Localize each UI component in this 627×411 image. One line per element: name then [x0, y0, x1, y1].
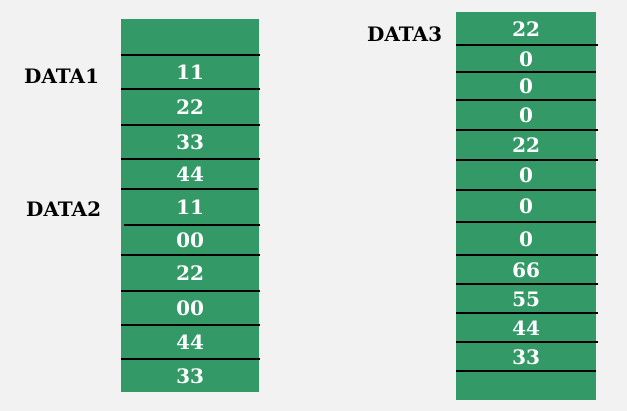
cell-divider: [456, 44, 598, 46]
memory-cell: 22: [512, 133, 540, 157]
memory-cell: 33: [176, 363, 204, 388]
cell-divider: [456, 283, 598, 285]
memory-cell: 22: [176, 95, 204, 119]
memory-cell: 0: [519, 103, 533, 127]
memory-cell: 22: [512, 16, 540, 41]
label-data2: DATA2: [26, 197, 101, 221]
cell-divider: [121, 290, 260, 292]
memory-cell: 0: [519, 46, 533, 71]
memory-cell: 00: [176, 228, 204, 252]
memory-cell: 33: [176, 130, 204, 154]
memory-cell: 0: [519, 163, 533, 187]
memory-column-left: 11 22 33 44 11 00 22 00 44 33: [121, 19, 260, 392]
cell-divider: [124, 224, 260, 226]
cell-divider: [456, 99, 596, 101]
cell-divider: [121, 254, 260, 256]
cell-divider: [456, 71, 596, 73]
memory-cell: 0: [519, 194, 533, 218]
cell-divider: [456, 221, 596, 223]
memory-cell: 0: [519, 226, 533, 251]
memory-cell: 22: [176, 261, 204, 285]
memory-cell: 44: [512, 315, 540, 340]
cell-divider: [121, 124, 260, 126]
cell-divider: [456, 159, 598, 161]
label-data1: DATA1: [24, 64, 99, 88]
cell-divider: [456, 254, 598, 256]
cell-divider: [456, 189, 596, 191]
cell-divider: [121, 358, 260, 360]
cell-divider: [121, 324, 260, 326]
cell-divider: [456, 312, 598, 314]
memory-cell: 0: [519, 74, 533, 98]
memory-cell: [456, 371, 596, 400]
cell-divider: [121, 54, 260, 56]
memory-cell: [121, 19, 259, 55]
cell-divider: [121, 158, 260, 160]
memory-cell: 66: [512, 257, 540, 282]
memory-cell: 55: [512, 286, 540, 311]
memory-cell: 33: [512, 344, 540, 369]
memory-column-right: 22 0 0 0 22 0 0 0 66 55 44 33: [456, 12, 598, 400]
memory-cell: 11: [176, 60, 204, 84]
cell-divider: [121, 188, 258, 190]
cell-divider: [456, 341, 598, 343]
memory-cell: 11: [176, 195, 204, 219]
cell-divider: [121, 88, 260, 90]
memory-cell: 44: [176, 330, 204, 354]
memory-cell: 44: [176, 162, 204, 186]
cell-divider: [456, 370, 596, 372]
memory-cell: 00: [176, 296, 204, 320]
cell-divider: [456, 129, 598, 131]
label-data3: DATA3: [367, 22, 442, 46]
